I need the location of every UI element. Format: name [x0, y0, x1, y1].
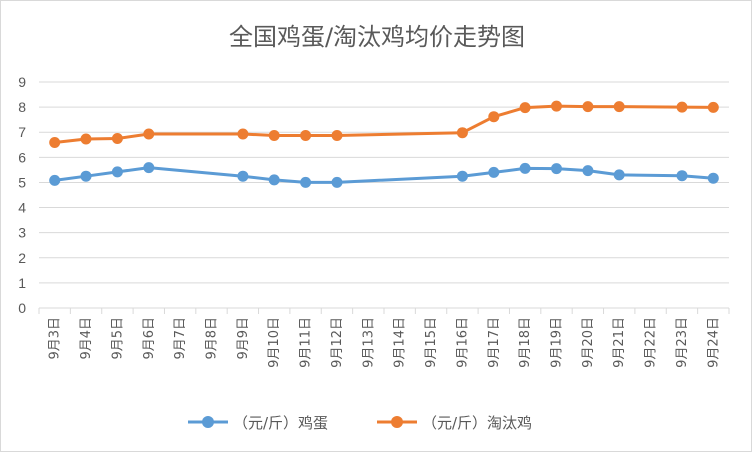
legend-label-eggs: （元/斤）鸡蛋: [233, 414, 328, 432]
legend-label-culled-hens: （元/斤）淘汰鸡: [422, 414, 532, 432]
data-point-1: [49, 137, 61, 148]
x-tick-label: 9月24日: [706, 317, 721, 368]
data-point-0: [111, 166, 123, 178]
y-axis-ticks: 0 1 2 3 4 5 6 7 8 9: [18, 74, 26, 316]
data-point-1: [613, 101, 625, 113]
x-axis-ticks: 9月3日 9月4日 9月5日 9月6日 9月7日 9月8日 9月9日 9月10日 9月11日 9月…: [48, 317, 722, 368]
x-tick-label: 9月17日: [487, 317, 502, 368]
data-point-1: [519, 102, 531, 114]
series-line-0: [54, 166, 714, 184]
data-point-1: [268, 130, 280, 141]
data-point-0: [519, 162, 531, 174]
gridlines: [38, 81, 730, 314]
data-point-1: [551, 100, 562, 112]
data-point-0: [613, 169, 625, 181]
data-point-0: [488, 166, 500, 178]
x-tick-label: 9月3日: [48, 317, 63, 360]
legend-marker-culled-hens: [391, 416, 403, 428]
data-point-1: [300, 130, 312, 141]
x-tick-label: 9月16日: [455, 317, 470, 368]
x-tick-label: 9月14日: [393, 317, 408, 368]
y-tick-label: 8: [18, 99, 26, 115]
data-point-0: [300, 176, 312, 188]
y-tick-label: 9: [18, 74, 26, 90]
x-tick-label: 9月8日: [205, 317, 220, 360]
x-tick-label: 9月23日: [675, 317, 690, 368]
x-tick-label: 9月5日: [110, 317, 125, 360]
x-tick-label: 9月18日: [518, 317, 533, 368]
data-point-0: [268, 174, 280, 186]
data-point-0: [49, 174, 61, 186]
data-point-0: [707, 172, 719, 184]
x-tick-label: 9月11日: [299, 317, 314, 368]
legend: （元/斤）鸡蛋 （元/斤）淘汰鸡: [188, 414, 532, 432]
legend-item-eggs: （元/斤）鸡蛋: [188, 414, 328, 432]
y-tick-label: 5: [18, 174, 26, 190]
legend-marker-eggs: [202, 416, 214, 428]
data-point-1: [111, 133, 123, 144]
x-tick-label: 9月15日: [424, 317, 439, 368]
x-tick-label: 9月7日: [173, 317, 188, 360]
data-point-1: [582, 101, 594, 113]
y-tick-label: 3: [18, 225, 26, 241]
y-tick-label: 7: [18, 124, 26, 140]
data-point-1: [331, 130, 343, 141]
data-point-1: [456, 127, 468, 139]
x-tick-label: 9月12日: [330, 317, 345, 368]
legend-item-culled-hens: （元/斤）淘汰鸡: [377, 414, 532, 432]
series-lines: [49, 100, 719, 188]
data-point-1: [80, 133, 92, 145]
data-point-0: [80, 170, 92, 182]
x-tick-label: 9月21日: [612, 317, 627, 368]
x-tick-label: 9月20日: [581, 317, 596, 368]
data-point-0: [676, 170, 688, 182]
data-point-0: [551, 163, 562, 175]
data-point-0: [143, 162, 155, 174]
y-tick-label: 0: [18, 300, 26, 316]
data-point-0: [456, 170, 468, 182]
y-tick-label: 2: [18, 250, 26, 266]
data-point-1: [488, 111, 500, 123]
data-point-1: [676, 101, 688, 113]
data-point-1: [237, 128, 249, 140]
series-line-1: [54, 104, 714, 144]
y-tick-label: 6: [18, 149, 26, 165]
x-tick-label: 9月13日: [361, 317, 376, 368]
data-point-1: [143, 128, 155, 140]
x-tick-label: 9月22日: [644, 317, 659, 368]
data-point-0: [237, 170, 249, 182]
data-point-1: [707, 101, 719, 113]
data-point-0: [331, 176, 343, 188]
chart-title: 全国鸡蛋/淘汰鸡均价走势图: [229, 23, 525, 51]
y-tick-label: 1: [18, 275, 26, 291]
x-tick-label: 9月9日: [236, 317, 251, 360]
x-tick-label: 9月19日: [550, 317, 565, 368]
x-tick-label: 9月4日: [79, 317, 94, 360]
x-tick-label: 9月6日: [142, 317, 157, 360]
data-point-0: [582, 165, 594, 177]
x-tick-label: 9月10日: [267, 317, 282, 368]
y-tick-label: 4: [18, 200, 26, 216]
